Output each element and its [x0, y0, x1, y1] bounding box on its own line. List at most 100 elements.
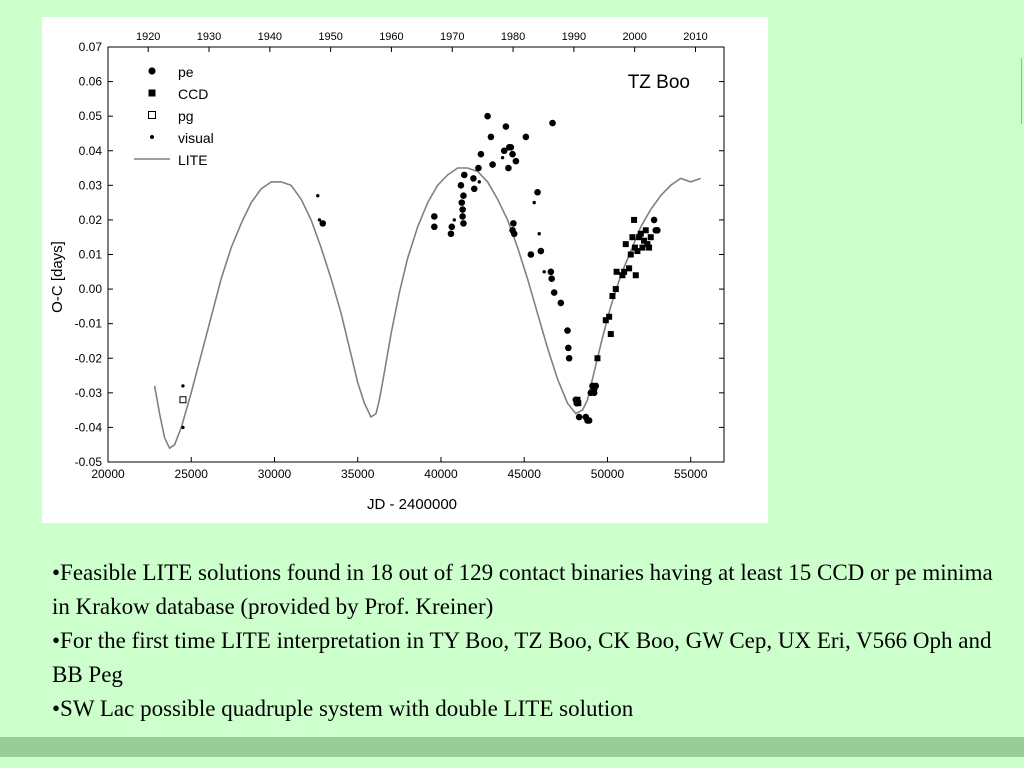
ccd-point: [626, 265, 633, 272]
y-tick-label: 0.05: [79, 109, 103, 123]
ccd-point: [575, 400, 582, 407]
pe-point: [319, 220, 327, 227]
ccd-point: [634, 248, 641, 255]
top-tick-label: 1930: [197, 31, 221, 43]
y-tick-label: 0.00: [79, 282, 103, 296]
x-tick-label: 55000: [674, 467, 708, 481]
pe-point: [470, 185, 478, 193]
visual-point: [500, 155, 505, 160]
ccd-point: [574, 396, 581, 403]
ccd-point: [631, 216, 638, 223]
pe-point: [458, 199, 466, 206]
pe-point: [502, 123, 510, 130]
pe-point: [537, 247, 545, 255]
pe-point: [522, 133, 530, 141]
pe-point: [557, 299, 565, 307]
top-axis-ticks: 1920 1930 1940 1950 1960 1970 1980 1990 2000 2010: [136, 31, 708, 52]
visual-point: [537, 232, 541, 236]
pe-point: [650, 216, 658, 224]
pe-point: [431, 223, 438, 231]
ccd-point: [632, 272, 639, 279]
legend-label: CCD: [178, 86, 208, 102]
legend-label: LITE: [178, 152, 208, 168]
x-tick-label: 40000: [424, 467, 458, 481]
pe-point: [527, 251, 535, 258]
pe-point: [459, 206, 466, 213]
chart-panel: TZ Boo JD - 2400000 O-C [days] 20000 2500…: [42, 17, 768, 523]
data-points-layer: [179, 112, 661, 430]
lite-curve-layer: [153, 167, 701, 450]
pe-point: [505, 164, 512, 172]
x-axis-label: JD - 2400000: [367, 496, 457, 513]
x-tick-label: 25000: [175, 467, 209, 481]
y-tick-label: 0.06: [79, 75, 103, 89]
top-tick-label: 2010: [683, 31, 707, 43]
pe-point: [565, 344, 572, 352]
pe-point: [460, 192, 467, 200]
pe-point: [487, 133, 495, 141]
x-tick-label: 45000: [508, 467, 542, 481]
ccd-point: [594, 355, 601, 362]
ccd-point: [609, 293, 616, 299]
ccd-point: [621, 268, 628, 275]
ccd-point: [622, 241, 629, 248]
pe-point: [507, 143, 515, 151]
visual-point: [477, 180, 481, 184]
top-tick-label: 1920: [136, 31, 160, 43]
pe-point: [448, 223, 456, 231]
y-tick-label: 0.04: [79, 144, 103, 158]
visual-point: [532, 200, 536, 205]
pe-point: [548, 275, 555, 283]
lite-curve-line: [153, 167, 701, 450]
legend-pg-marker: [148, 111, 156, 119]
pe-point: [550, 289, 558, 296]
y-tick-label: -0.03: [75, 386, 103, 400]
pe-point: [534, 188, 541, 196]
ccd-point: [606, 313, 613, 320]
pe-point: [431, 213, 438, 220]
ccd-point: [639, 244, 646, 251]
y-tick-label: -0.01: [75, 317, 103, 331]
y-tick-label: 0.02: [79, 213, 103, 227]
pe-point: [484, 112, 491, 120]
visual-point: [181, 425, 185, 430]
top-tick-label: 1990: [562, 31, 586, 43]
ccd-point: [642, 227, 649, 234]
top-tick-label: 1980: [501, 31, 525, 43]
pe-point: [585, 417, 593, 424]
ccd-point: [627, 251, 634, 258]
ccd-point: [636, 234, 643, 241]
bullet-list: •Feasible LITE solutions found in 18 out…: [52, 556, 1002, 726]
ccd-point: [644, 241, 651, 248]
y-axis-ticks: -0.05 -0.04 -0.03 -0.02 -0.01 0.00 0.01 0.02 0.0…: [75, 40, 724, 469]
pe-point: [470, 175, 477, 182]
pe-point: [549, 119, 556, 127]
x-tick-label: 30000: [258, 467, 292, 481]
ccd-point: [607, 331, 614, 338]
y-axis-label: O-C [days]: [49, 241, 66, 313]
pe-point: [565, 354, 573, 362]
x-tick-label: 20000: [91, 467, 125, 481]
visual-point: [542, 270, 546, 274]
visual-point: [316, 194, 320, 198]
pe-point: [547, 268, 555, 276]
x-tick-label: 50000: [591, 467, 625, 481]
y-tick-label: 0.07: [79, 40, 103, 54]
pe-point: [575, 413, 583, 421]
pe-point: [477, 150, 485, 158]
pe-point: [654, 226, 661, 234]
legend-pe-marker: [148, 67, 156, 75]
pe-point: [457, 182, 465, 189]
ccd-point: [613, 268, 620, 275]
ccd-point: [612, 286, 619, 293]
pe-point: [512, 157, 520, 165]
legend-ccd-marker: [148, 89, 156, 97]
pe-point: [460, 171, 468, 179]
pe-point: [475, 164, 482, 172]
ccd-point: [602, 317, 609, 324]
ccd-point: [641, 237, 648, 244]
pe-point: [510, 220, 517, 227]
pe-point: [460, 220, 467, 227]
visual-point: [317, 218, 322, 222]
legend-visual-marker: [150, 135, 154, 139]
